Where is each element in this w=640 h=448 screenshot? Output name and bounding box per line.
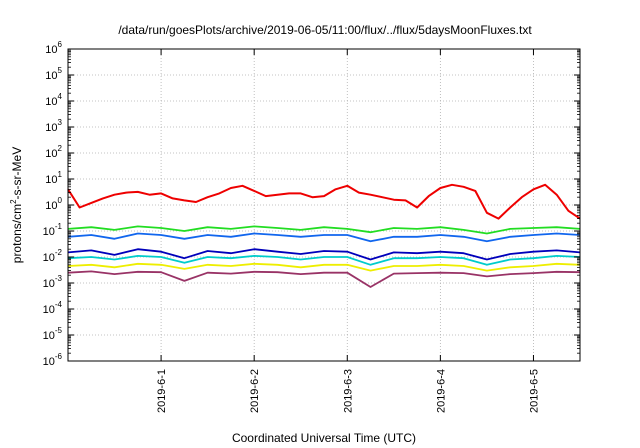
series-lines	[67, 183, 581, 288]
y-tick-label: 10-3	[43, 274, 63, 290]
y-tick-exponent: -6	[55, 352, 63, 361]
y-tick-exponent: 5	[58, 66, 63, 75]
y-tick-base: 10	[45, 70, 57, 82]
y-tick-base: 10	[43, 278, 55, 290]
y-tick-base: 10	[43, 226, 55, 238]
y-tick-exponent: 4	[58, 92, 63, 101]
series-line	[67, 183, 581, 220]
plot-frame	[67, 48, 581, 362]
x-tick-label: 2019-6-4	[435, 369, 447, 413]
y-axis-title-rest: -s-sr-MeV	[10, 147, 24, 200]
y-tick-label: 10-1	[43, 222, 63, 238]
y-tick-exponent: -5	[55, 326, 63, 335]
x-tick-label: 2019-6-3	[342, 369, 354, 413]
axes-frame	[67, 48, 581, 362]
y-tick-label: 10-5	[43, 326, 63, 342]
y-tick-base: 10	[45, 122, 57, 134]
y-tick-exponent: 3	[58, 118, 63, 127]
y-tick-base: 10	[43, 304, 55, 316]
y-tick-base: 10	[43, 356, 55, 368]
y-tick-label: 104	[45, 92, 62, 108]
y-tick-label: 10-2	[43, 248, 63, 264]
chart-title: /data/run/goesPlots/archive/2019-06-05/1…	[118, 23, 532, 37]
y-tick-exponent: 6	[58, 40, 63, 49]
series-line	[67, 262, 581, 272]
x-tick-label: 2019-6-1	[156, 369, 168, 413]
y-tick-exponent: -2	[55, 248, 63, 257]
y-tick-base: 10	[43, 330, 55, 342]
y-tick-label: 100	[45, 196, 62, 212]
y-tick-labels: 10-610-510-410-310-210-11001011021031041…	[43, 40, 63, 368]
y-tick-label: 10-4	[43, 300, 63, 316]
y-tick-label: 102	[45, 144, 62, 160]
y-tick-base: 10	[45, 200, 57, 212]
y-tick-exponent: 0	[58, 196, 63, 205]
x-tick-label: 2019-6-2	[249, 369, 261, 413]
y-tick-exponent: -1	[55, 222, 63, 231]
y-tick-label: 10-6	[43, 352, 63, 368]
y-axis-title-sup: 2	[9, 199, 18, 204]
y-tick-base: 10	[45, 148, 57, 160]
y-tick-exponent: -3	[55, 274, 63, 283]
x-tick-label: 2019-6-5	[528, 369, 540, 413]
series-line	[67, 248, 581, 261]
y-tick-exponent: 2	[58, 144, 63, 153]
x-tick-labels: 2019-6-1 2019-6-2 2019-6-3 2019-6-4 2019-6-5	[156, 369, 540, 413]
y-axis-title-base: protons/cm	[10, 204, 24, 263]
y-tick-base: 10	[45, 174, 57, 186]
y-tick-exponent: -4	[55, 300, 63, 309]
y-tick-base: 10	[45, 44, 57, 56]
y-tick-label: 105	[45, 66, 62, 82]
y-tick-label: 103	[45, 118, 62, 134]
x-axis-title: Coordinated Universal Time (UTC)	[232, 431, 416, 445]
y-tick-exponent: 1	[58, 170, 63, 179]
series-line	[67, 225, 581, 235]
series-line	[67, 254, 581, 266]
y-tick-base: 10	[45, 96, 57, 108]
grid-lines	[68, 49, 580, 361]
y-tick-label: 101	[45, 170, 62, 186]
series-line	[67, 232, 581, 243]
series-line	[67, 270, 581, 288]
y-tick-label: 106	[45, 40, 62, 56]
y-axis-title: protons/cm2-s-sr-MeV	[9, 147, 24, 263]
y-tick-base: 10	[43, 252, 55, 264]
